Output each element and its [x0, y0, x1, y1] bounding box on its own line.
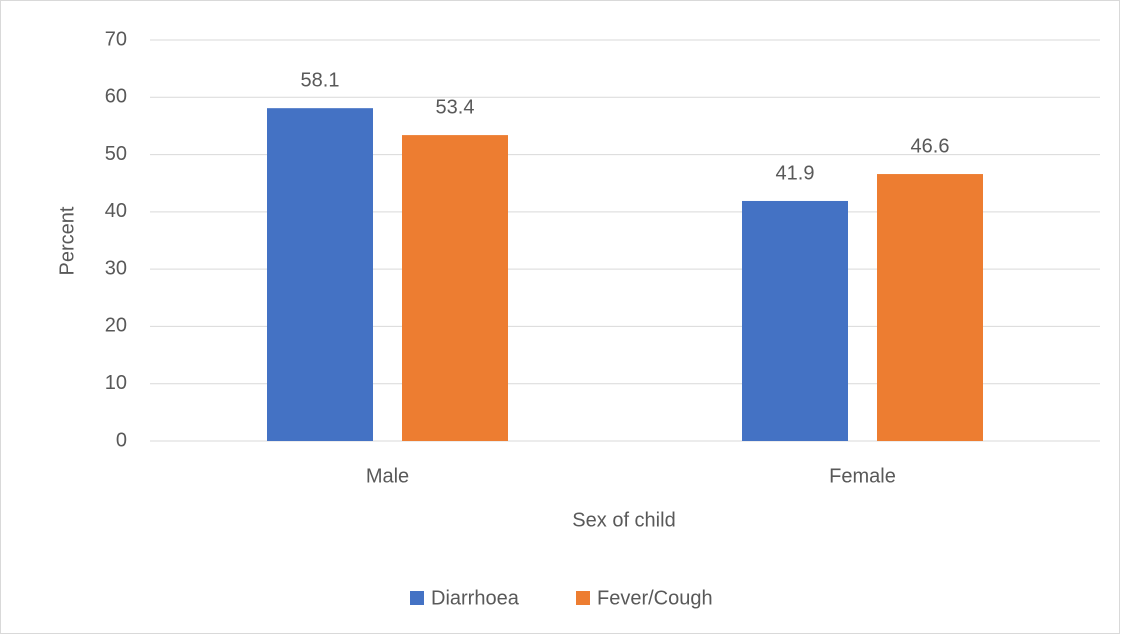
y-tick-label: 10	[105, 372, 127, 394]
x-tick-label: Female	[829, 465, 896, 487]
y-tick-label: 40	[105, 200, 127, 222]
y-tick-label: 60	[105, 86, 127, 108]
bar	[742, 200, 848, 441]
bar	[877, 174, 983, 441]
data-label: 53.4	[436, 96, 475, 118]
y-tick-label: 50	[105, 143, 127, 165]
y-tick-label: 0	[116, 429, 127, 451]
data-label: 41.9	[776, 162, 815, 184]
y-tick-label: 70	[105, 28, 127, 50]
legend-label: Diarrhoea	[431, 587, 520, 609]
data-label: 58.1	[301, 69, 340, 91]
y-tick-label: 20	[105, 315, 127, 337]
y-axis-title: Percent	[56, 206, 78, 275]
data-label: 46.6	[911, 135, 950, 157]
legend-label: Fever/Cough	[597, 587, 713, 609]
y-tick-label: 30	[105, 257, 127, 279]
x-tick-label: Male	[366, 465, 409, 487]
bar	[402, 135, 508, 441]
x-axis-title: Sex of child	[572, 509, 675, 531]
legend-swatch	[410, 591, 424, 605]
legend-swatch	[576, 591, 590, 605]
bar	[267, 108, 373, 442]
